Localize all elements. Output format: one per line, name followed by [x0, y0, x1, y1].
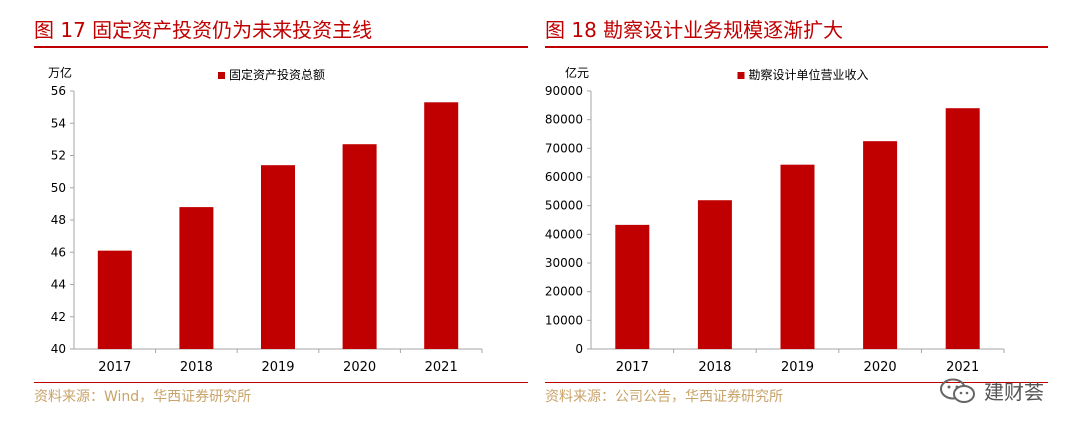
right-y-tick-label: 0 — [575, 342, 583, 356]
right-y-tick-label: 90000 — [545, 84, 583, 98]
right-source-note: 资料来源：公司公告，华西证券研究所 — [545, 389, 783, 405]
left-y-tick-label: 54 — [51, 116, 66, 130]
right-figure-panel: 图 18 勘察设计业务规模逐渐扩大 0 10000 20000 30000 40000 5… — [545, 0, 1048, 436]
left-source-note: 资料来源：Wind，华西证券研究所 — [34, 389, 252, 405]
right-bar-chart: 0 10000 20000 30000 40000 50000 60000 70000 8000… — [545, 65, 1005, 375]
right-figure-title: 图 18 勘察设计业务规模逐渐扩大 — [545, 18, 844, 42]
left-figure-title: 图 17 固定资产投资仍为未来投资主线 — [34, 18, 373, 42]
right-y-tick-label: 70000 — [545, 141, 583, 155]
right-legend-swatch — [737, 72, 745, 79]
watermark: 建财荟 — [938, 376, 1044, 405]
left-x-tick-label: 2018 — [180, 360, 213, 375]
right-x-tick-label: 2017 — [616, 360, 649, 375]
left-y-tick-label: 40 — [51, 342, 66, 356]
right-y-tick-label: 60000 — [545, 170, 583, 184]
right-x-tick-label: 2020 — [864, 360, 897, 375]
left-title-rule — [34, 46, 528, 48]
left-x-tick-label: 2020 — [343, 360, 376, 375]
right-y-tick-label: 10000 — [545, 313, 583, 327]
right-title-rule — [545, 46, 1048, 48]
left-bar — [261, 165, 295, 349]
right-bar — [780, 164, 815, 349]
left-bar-chart: 40 42 44 46 48 50 52 54 56 万亿 固定资产投资总额 2017 2018 2019… — [48, 65, 483, 375]
left-bar — [342, 144, 377, 349]
right-bar — [697, 200, 732, 349]
right-bar — [615, 224, 650, 349]
right-bar — [863, 141, 898, 349]
left-y-tick-label: 44 — [51, 278, 66, 292]
left-legend-swatch — [218, 72, 225, 79]
right-y-tick-label: 30000 — [545, 256, 583, 270]
right-y-tick-label: 50000 — [545, 199, 583, 213]
left-y-tick-label: 56 — [51, 84, 66, 98]
left-source-rule — [34, 382, 528, 383]
left-x-tick-label: 2019 — [261, 360, 294, 375]
right-bar — [945, 108, 980, 349]
right-source-rule — [545, 382, 1048, 383]
left-y-tick-label: 42 — [51, 310, 66, 324]
left-y-tick-label: 48 — [51, 213, 66, 227]
left-y-tick-label: 52 — [51, 149, 66, 163]
left-y-tick-label: 46 — [51, 245, 66, 259]
left-bar — [97, 250, 132, 349]
left-y-tick-label: 50 — [51, 181, 66, 195]
right-y-tick-label: 80000 — [545, 113, 583, 127]
right-y-unit-label: 亿元 — [565, 65, 589, 80]
left-y-unit-label: 万亿 — [48, 65, 72, 80]
right-x-tick-label: 2018 — [698, 360, 731, 375]
watermark-text: 建财荟 — [984, 380, 1044, 404]
right-y-tick-label: 40000 — [545, 227, 583, 241]
left-figure-panel: 图 17 固定资产投资仍为未来投资主线 40 42 44 46 48 50 52 54 56 万亿… — [34, 0, 528, 436]
right-legend-label: 勘察设计单位营业收入 — [749, 67, 869, 82]
left-bar — [424, 102, 459, 349]
left-legend-label: 固定资产投资总额 — [229, 67, 325, 82]
right-x-tick-label: 2019 — [781, 360, 814, 375]
wechat-icon — [940, 378, 975, 403]
right-x-tick-label: 2021 — [946, 360, 979, 375]
left-bar — [179, 207, 214, 349]
left-x-tick-label: 2017 — [98, 360, 131, 375]
left-x-tick-label: 2021 — [425, 360, 458, 375]
right-y-tick-label: 20000 — [545, 285, 583, 299]
